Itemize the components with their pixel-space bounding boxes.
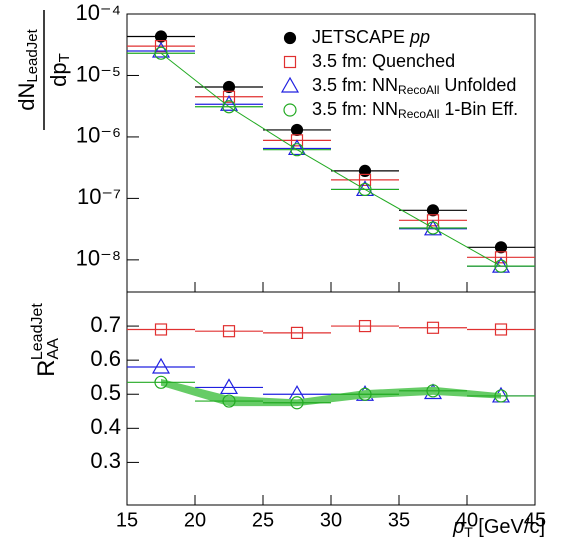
- legend-label: JETSCAPE pp: [312, 27, 430, 47]
- y-label-part: R: [33, 359, 60, 376]
- y-tick-label: 10⁻⁵: [76, 61, 121, 86]
- y-label-part: T: [56, 53, 73, 62]
- legend-label-part: RecoAll: [398, 107, 439, 121]
- bottom-y-label: RAALeadJet: [29, 303, 62, 377]
- y-tick-label: 0.6: [90, 346, 121, 371]
- legend-label-part: Unfolded: [439, 75, 516, 95]
- marker: [426, 204, 440, 217]
- svg-text:dpT: dpT: [46, 53, 73, 87]
- marker: [358, 387, 372, 401]
- y-label-part: AA: [45, 338, 62, 360]
- marker: [222, 394, 236, 408]
- x-label-part: [GeV/c]: [473, 516, 545, 538]
- legend-label-part: RecoAll: [398, 83, 439, 97]
- y-label-part: dN: [14, 83, 39, 111]
- marker: [358, 182, 372, 197]
- error-band: [161, 378, 501, 407]
- top-y-label: dNLeadJet dpT: [14, 10, 73, 130]
- marker: [280, 76, 300, 93]
- marker: [151, 41, 171, 58]
- x-tick-label: 25: [252, 509, 274, 531]
- y-tick-label: 10⁻⁷: [77, 184, 121, 209]
- series-line: [160, 52, 502, 267]
- marker: [494, 251, 508, 264]
- marker: [283, 31, 297, 45]
- marker: [290, 326, 304, 339]
- x-tick-label: 40: [456, 509, 478, 531]
- legend-label-part: 3.5 fm: NN: [312, 75, 398, 95]
- marker: [290, 143, 304, 157]
- marker: [358, 319, 372, 333]
- x-label-part: T: [464, 524, 473, 540]
- legend-label-part: pp: [409, 27, 430, 47]
- marker: [154, 40, 168, 53]
- marker: [283, 55, 297, 69]
- x-tick-label: 35: [388, 509, 410, 531]
- y-tick-label: 0.5: [90, 380, 121, 405]
- y-tick-label: 0.3: [90, 448, 121, 473]
- y-label-part: LeadJet: [24, 28, 41, 82]
- marker: [154, 46, 168, 60]
- y-tick-label: 0.7: [90, 312, 121, 337]
- marker: [494, 259, 508, 273]
- marker: [494, 389, 508, 403]
- marker: [426, 321, 440, 334]
- legend-label-part: JETSCAPE: [312, 27, 410, 47]
- marker: [154, 375, 168, 389]
- legend-label-part: 1-Bin Eff.: [439, 99, 518, 119]
- legend-label-part: 3.5 fm: NN: [312, 99, 398, 119]
- y-tick-label: 0.4: [90, 414, 121, 439]
- marker: [222, 80, 236, 94]
- legend-label: 3.5 fm: NNRecoAll 1-Bin Eff.: [312, 99, 518, 121]
- y-tick-label: 10⁻⁶: [76, 123, 121, 148]
- x-tick-label: 15: [116, 509, 138, 531]
- marker: [358, 164, 372, 178]
- marker: [358, 173, 372, 186]
- marker: [426, 214, 440, 227]
- y-tick-label: 10⁻⁸: [76, 246, 121, 271]
- x-label: pT [GeV/c]: [452, 516, 545, 539]
- svg-text:dNLeadJet: dNLeadJet: [14, 28, 41, 110]
- svg-text:RAALeadJet: RAALeadJet: [29, 303, 62, 377]
- marker: [222, 90, 236, 103]
- marker: [494, 323, 508, 336]
- x-label-part: p: [452, 516, 464, 538]
- marker: [290, 134, 304, 147]
- marker: [151, 357, 171, 374]
- legend-label-part: 3.5 fm: Quenched: [312, 51, 455, 71]
- marker: [222, 100, 236, 114]
- marker: [290, 123, 304, 137]
- x-tick-label: 45: [524, 509, 546, 531]
- marker: [154, 323, 168, 336]
- x-tick-label: 30: [320, 509, 342, 531]
- marker: [219, 378, 239, 395]
- marker: [287, 385, 307, 401]
- marker: [283, 103, 297, 117]
- marker: [494, 241, 508, 254]
- marker: [222, 325, 236, 338]
- x-tick-label: 20: [184, 509, 206, 531]
- marker: [426, 384, 440, 398]
- y-label-part: LeadJet: [29, 303, 46, 360]
- y-tick-label: 10⁻⁴: [75, 0, 121, 25]
- marker: [290, 396, 304, 410]
- y-label-part: dp: [46, 62, 71, 86]
- legend-label: 3.5 fm: NNRecoAll Unfolded: [312, 75, 516, 97]
- marker: [426, 221, 440, 235]
- legend-label: 3.5 fm: Quenched: [312, 51, 455, 71]
